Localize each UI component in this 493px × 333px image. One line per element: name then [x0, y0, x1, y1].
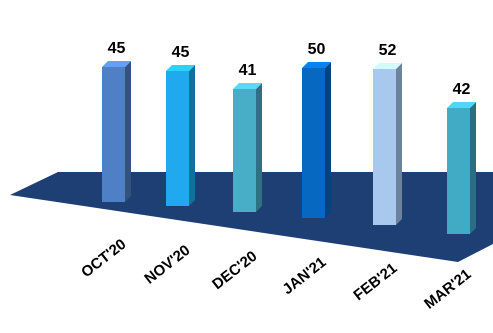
- bar-front-face: [102, 67, 125, 202]
- bar-side-face: [470, 102, 476, 234]
- data-label: 45: [108, 40, 126, 57]
- value-labels-group: 45 45 41 50 52 42: [108, 40, 471, 98]
- data-label: 42: [453, 81, 471, 98]
- bar-side-face: [396, 63, 402, 225]
- bar-side-face: [325, 62, 331, 218]
- data-label: 45: [172, 44, 190, 61]
- bar-side-face: [256, 83, 262, 212]
- bar-nov20: [166, 65, 195, 206]
- bar-front-face: [447, 108, 470, 234]
- bar-top-face: [447, 102, 476, 108]
- bar-top-face: [302, 62, 331, 68]
- x-tick-label: FEB'21: [350, 260, 400, 304]
- x-tick-label: JAN'21: [279, 254, 329, 298]
- bar-front-face: [233, 89, 256, 212]
- data-label: 50: [308, 41, 326, 58]
- bar-top-face: [373, 63, 402, 69]
- data-label: 41: [239, 62, 257, 79]
- bar-front-face: [302, 68, 325, 218]
- bar-top-face: [233, 83, 262, 89]
- bars-group: [102, 61, 476, 234]
- bar-top-face: [102, 61, 131, 67]
- bar-dec20: [233, 83, 262, 212]
- bar-front-face: [373, 69, 396, 225]
- x-tick-label: MAR'21: [421, 266, 474, 313]
- x-tick-label: DEC'20: [209, 248, 260, 293]
- bar-mar21: [447, 102, 476, 234]
- bar-side-face: [189, 65, 195, 206]
- bar-oct20: [102, 61, 131, 202]
- bar-feb21: [373, 63, 402, 225]
- bar-side-face: [125, 61, 131, 202]
- data-label: 52: [379, 42, 397, 59]
- bar-top-face: [166, 65, 195, 71]
- x-tick-label: OCT'20: [78, 236, 129, 281]
- bar-jan21: [302, 62, 331, 218]
- x-tick-label: NOV'20: [141, 242, 193, 288]
- bar-front-face: [166, 71, 189, 206]
